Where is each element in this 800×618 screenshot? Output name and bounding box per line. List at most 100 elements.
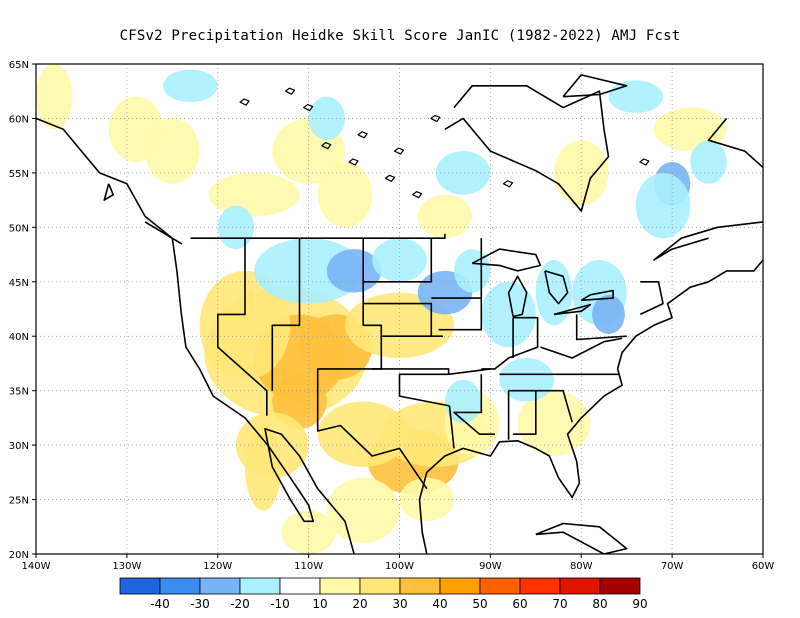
lat-tick-label: 60N: [9, 114, 29, 125]
lon-tick-label: 60W: [752, 561, 775, 572]
skill-patch: [317, 401, 409, 467]
lat-tick-label: 50N: [9, 223, 29, 234]
skill-patch: [435, 151, 491, 195]
colorbar-swatch: [159, 577, 201, 595]
boundary-line: [444, 85, 610, 212]
boundary-line: [453, 374, 495, 435]
skill-patch: [317, 162, 373, 228]
boundary-line: [363, 238, 433, 283]
lake-outline: [239, 98, 250, 106]
boundary-line: [513, 390, 537, 435]
colorbar-label: 90: [632, 597, 647, 611]
boundary-line: [707, 117, 763, 168]
latitude-labels: 65N 60N 55N 50N 45N 40N 35N 30N 25N 20N: [9, 60, 36, 561]
colorbar-label: -40: [150, 597, 170, 611]
colorbar-label: 30: [392, 597, 407, 611]
colorbar-swatch: [319, 577, 361, 595]
colorbar-label: 80: [592, 597, 607, 611]
skill-patch: [454, 249, 491, 293]
skill-patch: [499, 358, 554, 402]
skill-patch: [36, 64, 73, 130]
coastlines-and-borders: [36, 74, 763, 554]
boundary-line: [372, 368, 450, 407]
boundary-line: [562, 74, 628, 98]
boundary-line: [190, 233, 446, 239]
skill-patch: [399, 477, 455, 522]
lon-tick-label: 140W: [22, 561, 51, 572]
boundary-line: [144, 221, 183, 245]
colorbar-label: 50: [472, 597, 487, 611]
lake-outline: [321, 142, 332, 150]
colorbar-swatch: [119, 577, 161, 595]
skill-patch: [326, 477, 400, 544]
boundary-line: [575, 314, 627, 341]
boundary-line: [653, 221, 763, 261]
colorbar-swatch: [479, 577, 521, 595]
colorbar-label: 20: [352, 597, 367, 611]
boundary-line: [481, 316, 539, 370]
lake-outline: [384, 174, 396, 182]
lon-tick-label: 100W: [385, 561, 414, 572]
boundary-line: [363, 302, 443, 337]
lake-outline: [430, 114, 441, 123]
colorbar-swatch: [199, 577, 241, 595]
boundary-line: [448, 368, 491, 376]
colorbar-swatch: [559, 577, 601, 595]
colorbar-label: 40: [432, 597, 447, 611]
lat-tick-label: 55N: [9, 169, 29, 180]
boundary-line: [36, 117, 355, 554]
boundary-line: [217, 238, 268, 416]
lon-tick-label: 70W: [661, 561, 684, 572]
skill-patch: [417, 194, 473, 239]
lake-outline: [393, 147, 405, 155]
skill-patch: [199, 270, 291, 380]
lat-tick-label: 20N: [9, 550, 29, 561]
lat-tick-label: 25N: [9, 496, 29, 507]
skill-patch: [690, 140, 727, 184]
skill-patch: [208, 172, 300, 217]
lon-tick-label: 90W: [479, 561, 502, 572]
boundary-line: [540, 337, 623, 359]
lake-outline: [502, 180, 514, 188]
boundary-line: [103, 183, 114, 201]
skill-patch: [163, 69, 218, 103]
skill-patch: [635, 172, 691, 239]
skill-patch: [481, 281, 536, 348]
lon-tick-label: 110W: [294, 561, 323, 572]
lake-outline: [357, 131, 368, 139]
boundary-line: [544, 270, 569, 305]
boundary-line: [553, 303, 592, 316]
map-plot-area: [36, 64, 763, 554]
colorbar-label: -10: [270, 597, 290, 611]
lake-outline: [639, 158, 650, 166]
colorbar-label: 10: [312, 597, 327, 611]
lon-tick-label: 130W: [112, 561, 141, 572]
lon-tick-label: 80W: [570, 561, 593, 572]
boundary-line: [418, 259, 763, 554]
boundary-line: [438, 298, 483, 331]
lat-tick-label: 45N: [9, 278, 29, 289]
skill-patch: [608, 80, 664, 113]
colorbar-swatch: [239, 577, 281, 595]
lake-outline: [303, 103, 314, 112]
lat-tick-label: 40N: [9, 332, 29, 343]
colorbar-swatch: [599, 577, 641, 595]
skill-patch: [108, 96, 164, 162]
boundary-line: [271, 238, 301, 391]
colorbar-label: -20: [230, 597, 250, 611]
boundary-line: [316, 238, 428, 490]
skill-patch: [254, 238, 364, 304]
longitude-labels: 140W 130W 120W 110W 100W 90W 80W 70W 60W: [22, 554, 775, 572]
lat-tick-label: 30N: [9, 441, 29, 452]
skill-patch: [245, 423, 282, 511]
boundary-line: [535, 522, 628, 554]
boundary-line: [639, 281, 664, 316]
skill-patch: [344, 292, 455, 359]
skill-shading: [36, 64, 727, 554]
lat-tick-label: 35N: [9, 387, 29, 398]
boundary-line: [471, 248, 542, 272]
colorbar-swatch: [519, 577, 561, 595]
skill-patch: [592, 294, 625, 335]
boundary-line: [507, 275, 528, 318]
